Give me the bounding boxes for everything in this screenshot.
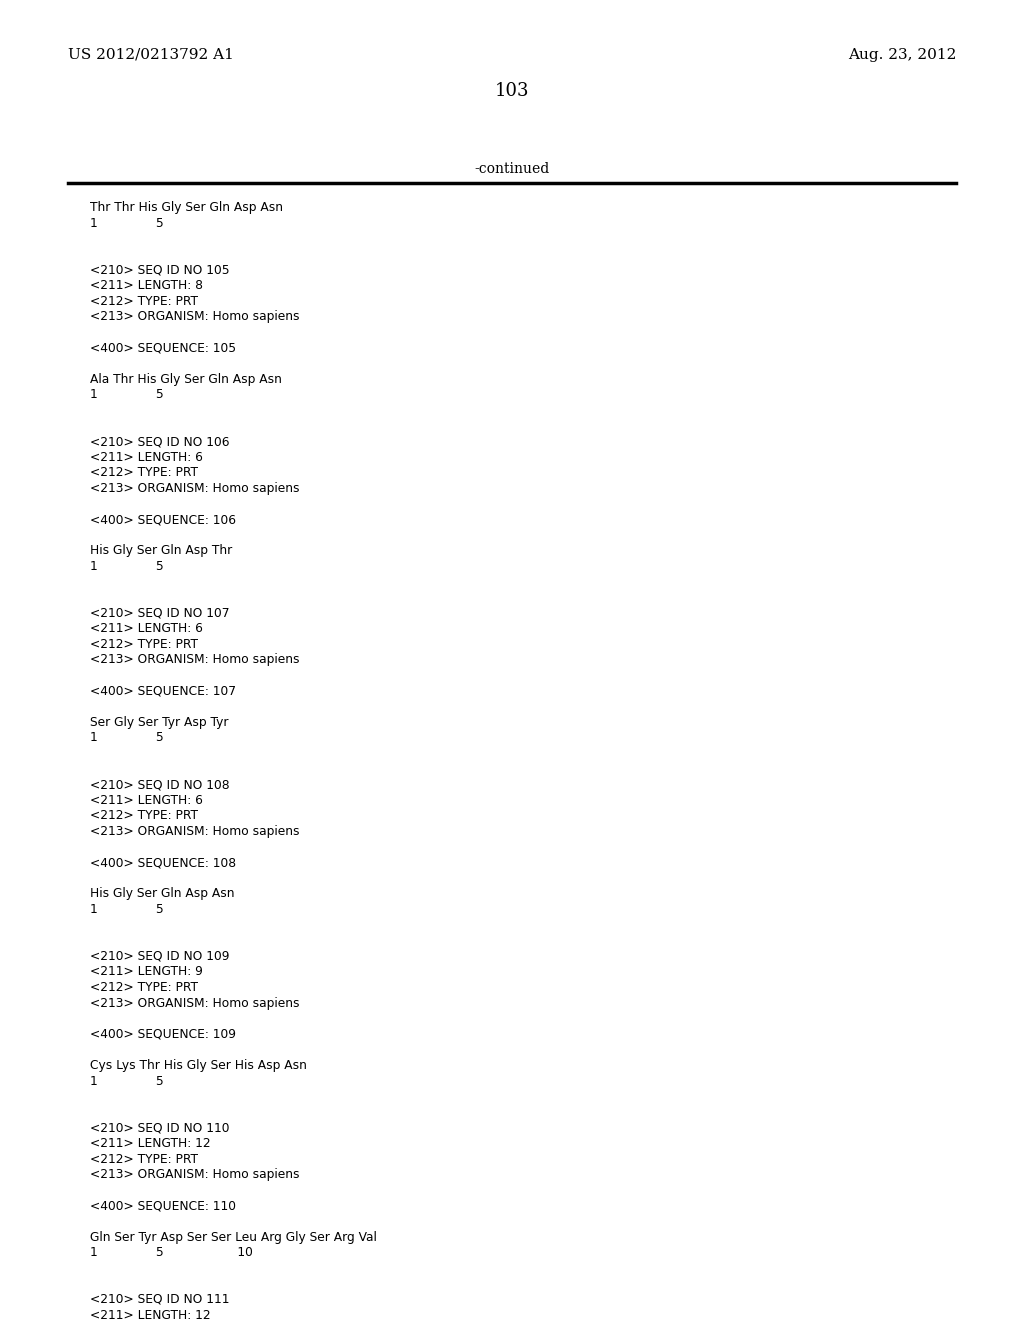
Text: 1               5: 1 5 <box>90 216 164 230</box>
Text: 1               5                   10: 1 5 10 <box>90 1246 253 1259</box>
Text: <212> TYPE: PRT: <212> TYPE: PRT <box>90 466 198 479</box>
Text: <400> SEQUENCE: 107: <400> SEQUENCE: 107 <box>90 685 236 697</box>
Text: <210> SEQ ID NO 109: <210> SEQ ID NO 109 <box>90 950 229 962</box>
Text: <212> TYPE: PRT: <212> TYPE: PRT <box>90 1152 198 1166</box>
Text: <212> TYPE: PRT: <212> TYPE: PRT <box>90 638 198 651</box>
Text: 1               5: 1 5 <box>90 560 164 573</box>
Text: <210> SEQ ID NO 110: <210> SEQ ID NO 110 <box>90 1122 229 1134</box>
Text: <213> ORGANISM: Homo sapiens: <213> ORGANISM: Homo sapiens <box>90 482 299 495</box>
Text: <400> SEQUENCE: 109: <400> SEQUENCE: 109 <box>90 1028 236 1040</box>
Text: 1               5: 1 5 <box>90 903 164 916</box>
Text: <213> ORGANISM: Homo sapiens: <213> ORGANISM: Homo sapiens <box>90 653 299 667</box>
Text: 1               5: 1 5 <box>90 388 164 401</box>
Text: His Gly Ser Gln Asp Thr: His Gly Ser Gln Asp Thr <box>90 544 232 557</box>
Text: <211> LENGTH: 12: <211> LENGTH: 12 <box>90 1137 211 1150</box>
Text: <211> LENGTH: 12: <211> LENGTH: 12 <box>90 1308 211 1320</box>
Text: <210> SEQ ID NO 111: <210> SEQ ID NO 111 <box>90 1294 229 1305</box>
Text: -continued: -continued <box>474 162 550 176</box>
Text: <213> ORGANISM: Homo sapiens: <213> ORGANISM: Homo sapiens <box>90 310 299 323</box>
Text: <400> SEQUENCE: 108: <400> SEQUENCE: 108 <box>90 857 237 869</box>
Text: <211> LENGTH: 6: <211> LENGTH: 6 <box>90 450 203 463</box>
Text: <211> LENGTH: 9: <211> LENGTH: 9 <box>90 965 203 978</box>
Text: <400> SEQUENCE: 110: <400> SEQUENCE: 110 <box>90 1200 236 1212</box>
Text: <210> SEQ ID NO 108: <210> SEQ ID NO 108 <box>90 779 229 791</box>
Text: <400> SEQUENCE: 105: <400> SEQUENCE: 105 <box>90 342 237 354</box>
Text: <213> ORGANISM: Homo sapiens: <213> ORGANISM: Homo sapiens <box>90 997 299 1010</box>
Text: <210> SEQ ID NO 106: <210> SEQ ID NO 106 <box>90 436 229 447</box>
Text: <210> SEQ ID NO 105: <210> SEQ ID NO 105 <box>90 264 229 276</box>
Text: <213> ORGANISM: Homo sapiens: <213> ORGANISM: Homo sapiens <box>90 1168 299 1181</box>
Text: Ala Thr His Gly Ser Gln Asp Asn: Ala Thr His Gly Ser Gln Asp Asn <box>90 372 282 385</box>
Text: Ser Gly Ser Tyr Asp Tyr: Ser Gly Ser Tyr Asp Tyr <box>90 715 228 729</box>
Text: Aug. 23, 2012: Aug. 23, 2012 <box>848 48 956 62</box>
Text: US 2012/0213792 A1: US 2012/0213792 A1 <box>68 48 233 62</box>
Text: Thr Thr His Gly Ser Gln Asp Asn: Thr Thr His Gly Ser Gln Asp Asn <box>90 201 283 214</box>
Text: 1               5: 1 5 <box>90 731 164 744</box>
Text: <211> LENGTH: 6: <211> LENGTH: 6 <box>90 793 203 807</box>
Text: <211> LENGTH: 8: <211> LENGTH: 8 <box>90 279 203 292</box>
Text: <212> TYPE: PRT: <212> TYPE: PRT <box>90 294 198 308</box>
Text: <213> ORGANISM: Homo sapiens: <213> ORGANISM: Homo sapiens <box>90 825 299 838</box>
Text: Cys Lys Thr His Gly Ser His Asp Asn: Cys Lys Thr His Gly Ser His Asp Asn <box>90 1059 307 1072</box>
Text: Gln Ser Tyr Asp Ser Ser Leu Arg Gly Ser Arg Val: Gln Ser Tyr Asp Ser Ser Leu Arg Gly Ser … <box>90 1230 377 1243</box>
Text: <211> LENGTH: 6: <211> LENGTH: 6 <box>90 622 203 635</box>
Text: <210> SEQ ID NO 107: <210> SEQ ID NO 107 <box>90 607 229 619</box>
Text: <400> SEQUENCE: 106: <400> SEQUENCE: 106 <box>90 513 236 525</box>
Text: 103: 103 <box>495 82 529 100</box>
Text: <212> TYPE: PRT: <212> TYPE: PRT <box>90 809 198 822</box>
Text: His Gly Ser Gln Asp Asn: His Gly Ser Gln Asp Asn <box>90 887 234 900</box>
Text: 1               5: 1 5 <box>90 1074 164 1088</box>
Text: <212> TYPE: PRT: <212> TYPE: PRT <box>90 981 198 994</box>
